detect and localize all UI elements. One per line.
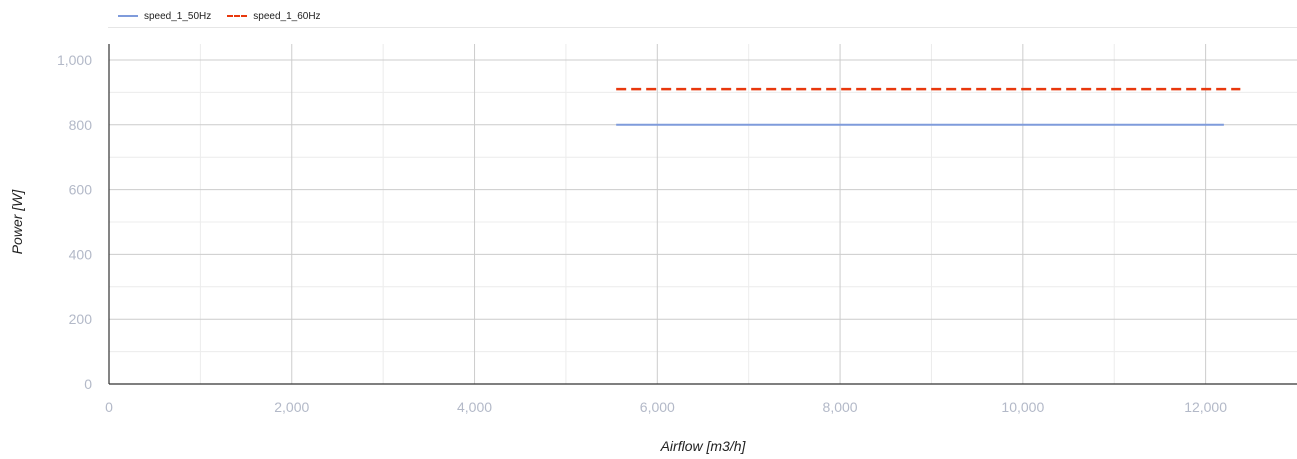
y-tick-label: 400 bbox=[69, 246, 93, 262]
x-tick-label: 4,000 bbox=[457, 399, 492, 415]
major-gridlines bbox=[109, 44, 1297, 384]
legend-item: speed_1_50Hz bbox=[118, 11, 211, 22]
y-tick-label: 0 bbox=[84, 376, 92, 392]
tick-labels: 0 2,000 4,000 6,000 8,000 10,000 12,000 0 200 400… bbox=[57, 52, 1227, 415]
legend-swatch bbox=[118, 15, 138, 17]
y-tick-label: 600 bbox=[69, 182, 93, 198]
y-tick-label: 1,000 bbox=[57, 52, 92, 68]
minor-gridlines bbox=[109, 44, 1297, 384]
legend-divider bbox=[108, 27, 1297, 28]
legend-item: speed_1_60Hz bbox=[227, 10, 321, 22]
legend-label: speed_1_50Hz bbox=[144, 10, 212, 22]
y-tick-label: 200 bbox=[69, 311, 93, 327]
legend-label: speed_1_60Hz bbox=[253, 10, 321, 22]
x-tick-label: 2,000 bbox=[274, 399, 309, 415]
y-axis-title: Power [W] bbox=[9, 189, 25, 255]
x-tick-label: 12,000 bbox=[1184, 399, 1227, 415]
axes bbox=[108, 44, 1297, 385]
x-tick-label: 0 bbox=[105, 399, 113, 415]
x-tick-label: 10,000 bbox=[1001, 399, 1044, 415]
x-axis-title: Airflow [m3/h] bbox=[660, 438, 747, 454]
x-tick-label: 8,000 bbox=[823, 399, 858, 415]
legend-swatch bbox=[227, 15, 248, 17]
legend: speed_1_50Hz speed_1_60Hz bbox=[118, 8, 337, 24]
y-tick-label: 800 bbox=[69, 117, 93, 133]
x-tick-label: 6,000 bbox=[640, 399, 675, 415]
series-layer bbox=[616, 87, 1241, 126]
